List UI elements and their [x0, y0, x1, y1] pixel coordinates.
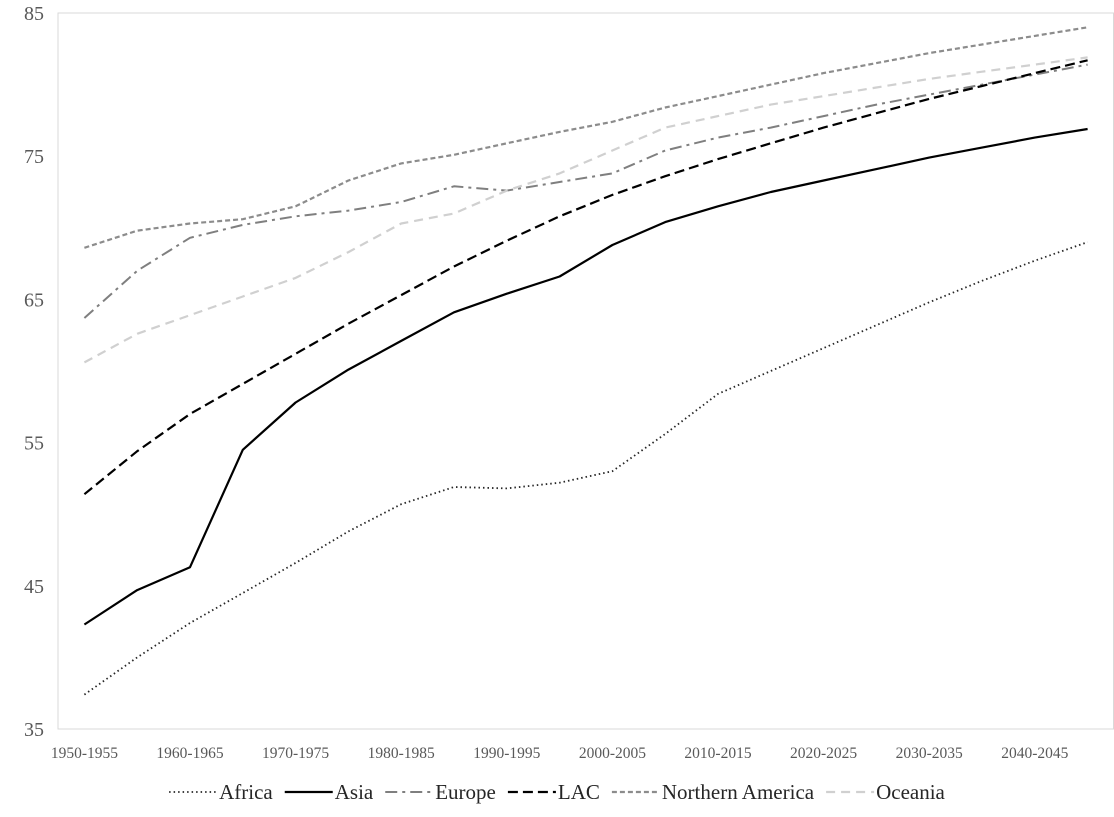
legend-label-northern-america: Northern America: [662, 780, 815, 804]
x-tick-label: 2030-2035: [896, 745, 963, 762]
series-line-europe: [83, 63, 1088, 319]
series-line-northern-america: [84, 26, 1088, 249]
x-tick-label: 2000-2005: [579, 745, 646, 762]
x-tick-label: 2020-2025: [790, 745, 857, 762]
series-line-africa: [83, 241, 1088, 696]
x-tick-label: 1980-1985: [368, 745, 435, 762]
y-tick-label: 75: [24, 146, 44, 168]
y-tick-label: 35: [24, 719, 44, 741]
series-line-lac: [83, 59, 1088, 496]
legend-label-asia: Asia: [335, 780, 374, 804]
x-tick-label: 2010-2015: [684, 745, 751, 762]
x-tick-label: 1950-1955: [51, 745, 118, 762]
series-line-asia: [83, 127, 1088, 626]
y-tick-label: 45: [24, 576, 44, 598]
plot-area-border: [57, 12, 1114, 730]
legend-label-oceania: Oceania: [876, 780, 945, 804]
y-tick-label: 85: [24, 3, 44, 25]
legend-label-lac: LAC: [558, 780, 600, 804]
legend-label-europe: Europe: [435, 780, 496, 804]
y-tick-label: 65: [24, 289, 44, 311]
x-tick-label: 1990-1995: [473, 745, 540, 762]
x-tick-label: 1970-1975: [262, 745, 329, 762]
series-line-oceania: [83, 56, 1088, 364]
x-tick-label: 2040-2045: [1001, 745, 1068, 762]
y-tick-label: 55: [24, 433, 44, 455]
legend-label-africa: Africa: [219, 780, 273, 804]
x-tick-label: 1960-1965: [156, 745, 223, 762]
